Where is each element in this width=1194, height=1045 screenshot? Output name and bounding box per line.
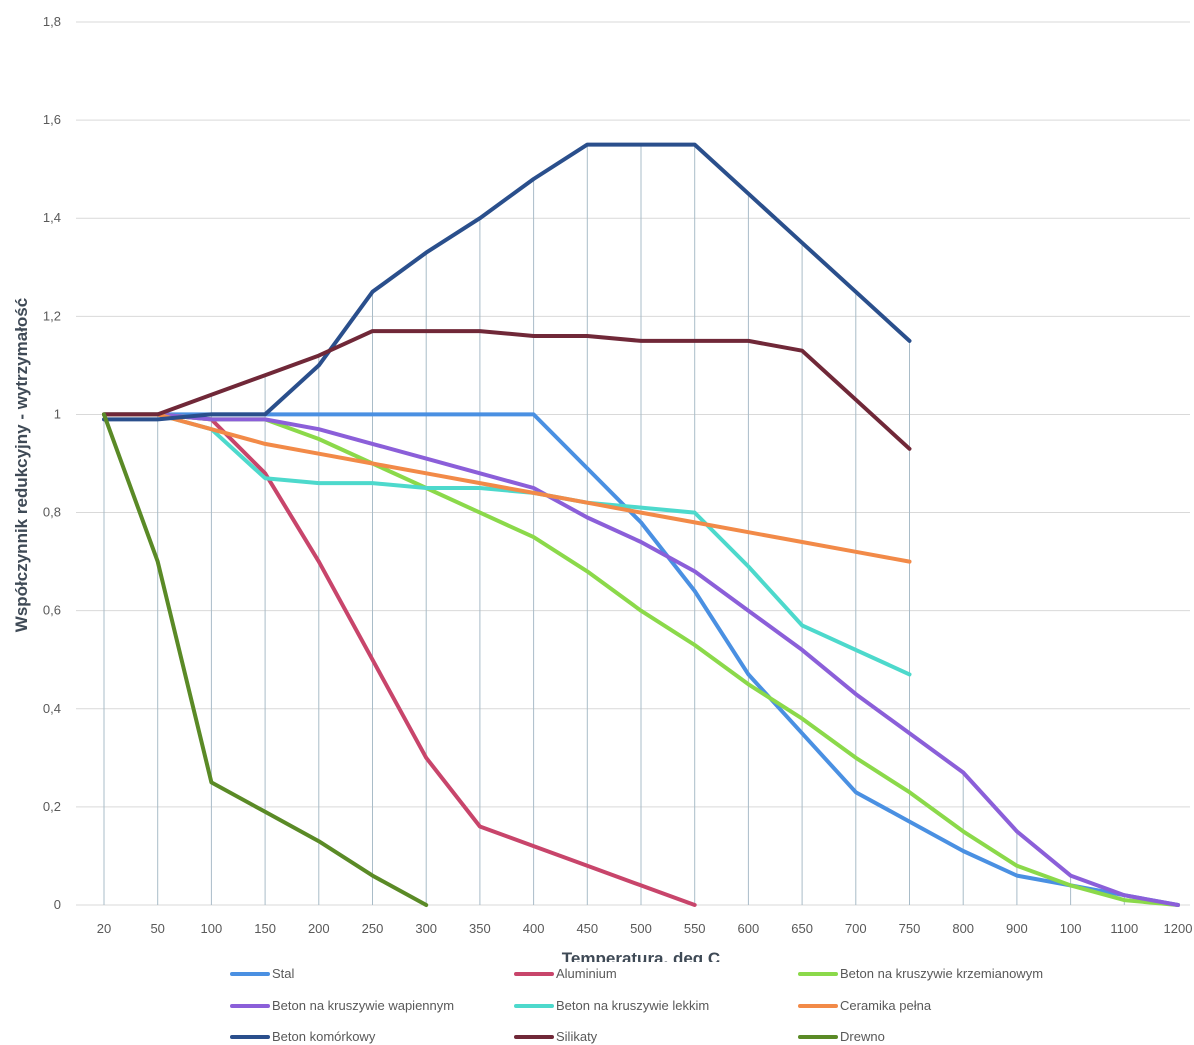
series-line	[102, 412, 912, 677]
legend-swatch	[230, 1003, 270, 1008]
legend-swatch	[798, 1034, 838, 1039]
x-tick-label: 500	[630, 921, 652, 936]
series-line	[102, 412, 1180, 907]
legend-item: Beton komórkowy	[230, 1029, 375, 1044]
legend-item: Ceramika pełna	[798, 998, 931, 1013]
vertical-gridlines	[103, 144, 1125, 905]
x-tick-label: 600	[738, 921, 760, 936]
legend-item: Beton na kruszywie lekkim	[514, 998, 709, 1013]
legend-swatch	[514, 1034, 554, 1039]
series-lines	[102, 142, 1180, 907]
x-tick-label: 350	[469, 921, 491, 936]
legend-swatch	[230, 1034, 270, 1039]
x-tick-label: 150	[254, 921, 276, 936]
y-tick-label: 0,2	[43, 799, 61, 814]
series-line	[102, 412, 429, 907]
y-tick-label: 0,4	[43, 701, 61, 716]
legend-swatch	[514, 971, 554, 976]
x-tick-label: 1100	[1110, 921, 1138, 936]
legend-label: Ceramika pełna	[840, 998, 932, 1013]
legend-label: Beton na kruszywie wapiennym	[272, 998, 455, 1013]
y-tick-label: 1,6	[43, 112, 61, 127]
legend-label: Beton na kruszywie lekkim	[556, 998, 710, 1013]
x-tick-label: 300	[415, 921, 437, 936]
y-tick-label: 1,4	[43, 210, 61, 225]
x-tick-label: 1200	[1164, 921, 1193, 936]
legend-label: Beton na kruszywie krzemianowym	[840, 966, 1044, 981]
x-tick-label: 450	[576, 921, 598, 936]
legend-swatch	[798, 1003, 838, 1008]
x-tick-label: 800	[952, 921, 974, 936]
y-tick-label: 0,8	[43, 505, 61, 520]
x-tick-label: 750	[899, 921, 921, 936]
series-line	[102, 329, 912, 451]
y-tick-label: 1	[54, 406, 61, 421]
x-tick-label: 20	[97, 921, 111, 936]
x-axis-tick-labels: 20 50 100 150 200 250 300 350 400 450 500 550 600 650…	[97, 921, 1193, 936]
x-axis-title: Temperatura, deg C	[562, 949, 720, 962]
legend-item: Silikaty	[514, 1029, 597, 1044]
legend-label: Drewno	[840, 1029, 885, 1044]
legend-label: Aluminium	[556, 966, 617, 981]
legend-label: Silikaty	[556, 1029, 598, 1044]
y-tick-label: 1,2	[43, 308, 61, 323]
legend-swatch	[230, 971, 270, 976]
x-tick-label: 700	[845, 921, 867, 936]
series-line	[102, 412, 912, 564]
legend-swatch	[798, 971, 838, 976]
legend: Stal Aluminium Beton na kruszywie krzemian…	[0, 962, 1194, 1045]
y-axis-title: Współczynnik redukcyjny - wytrzymałość	[12, 298, 31, 632]
x-tick-label: 200	[308, 921, 330, 936]
legend-item: Beton na kruszywie krzemianowym	[798, 966, 1043, 981]
x-tick-label: 100	[201, 921, 223, 936]
legend-swatch	[514, 1003, 554, 1008]
y-axis-tick-labels: 0 0,2 0,4 0,6 0,8 1 1,2 1,4 1,6 1,8	[43, 14, 61, 912]
x-tick-label: 900	[1006, 921, 1028, 936]
legend-label: Stal	[272, 966, 295, 981]
x-tick-label: 250	[362, 921, 384, 936]
line-chart: 0 0,2 0,4 0,6 0,8 1 1,2 1,4 1,6 1,8 20 50 100 150 200…	[12, 14, 1193, 962]
legend-item: Drewno	[798, 1029, 885, 1044]
horizontal-gridlines	[76, 21, 1190, 906]
x-tick-label: 650	[791, 921, 813, 936]
x-tick-label: 550	[684, 921, 706, 936]
y-tick-label: 0	[54, 897, 61, 912]
series-line	[102, 412, 1180, 907]
legend-item: Aluminium	[514, 966, 617, 981]
x-tick-label: 400	[523, 921, 545, 936]
legend-item: Beton na kruszywie wapiennym	[230, 998, 454, 1013]
y-tick-label: 1,8	[43, 14, 61, 29]
series-line	[102, 412, 1180, 907]
legend-label: Beton komórkowy	[272, 1029, 376, 1044]
x-tick-label: 50	[150, 921, 164, 936]
legend-item: Stal	[230, 966, 294, 981]
series-line	[102, 142, 912, 422]
x-tick-label: 100	[1060, 921, 1082, 936]
y-tick-label: 0,6	[43, 603, 61, 618]
